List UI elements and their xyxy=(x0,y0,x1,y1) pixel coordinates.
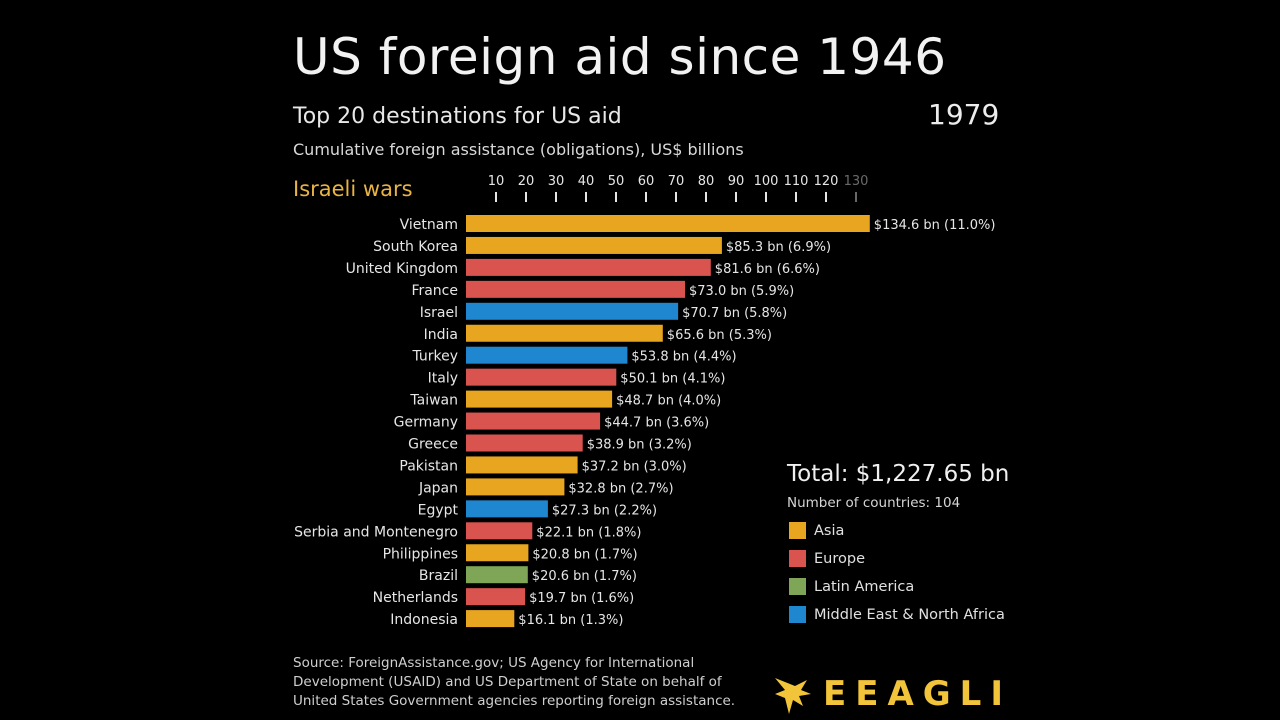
value-label: $65.6 bn (5.3%) xyxy=(667,328,772,343)
tick-label: 20 xyxy=(518,174,535,189)
x-axis-ticks: 10 20 30 40 50 60 70 80 90 100 110 120 130 xyxy=(488,174,869,202)
bar xyxy=(466,324,663,342)
category-label: Turkey xyxy=(411,349,458,365)
bar xyxy=(466,588,526,606)
bar xyxy=(466,280,685,298)
category-label: Italy xyxy=(428,371,458,387)
bar xyxy=(466,456,578,474)
bar xyxy=(466,236,722,254)
value-label: $44.7 bn (3.6%) xyxy=(604,416,709,431)
tick-label: 50 xyxy=(608,174,625,189)
bar xyxy=(466,522,533,540)
bar xyxy=(466,412,601,430)
legend-item-mena: Middle East & North Africa xyxy=(789,606,1005,623)
value-label: $38.9 bn (3.2%) xyxy=(587,438,692,453)
value-label: $73.0 bn (5.9%) xyxy=(689,284,794,299)
legend-label-latin-america: Latin America xyxy=(814,578,915,595)
category-label: Netherlands xyxy=(373,590,458,606)
legend-swatch-latin-america xyxy=(789,578,806,595)
bars: Vietnam $134.6 bn (11.0%) South Korea $85.3… xyxy=(294,215,995,628)
value-label: $27.3 bn (2.2%) xyxy=(552,503,657,518)
bar xyxy=(466,500,548,518)
category-label: Pakistan xyxy=(399,458,458,474)
chart-caption: Cumulative foreign assistance (obligatio… xyxy=(293,140,744,159)
legend-item-europe: Europe xyxy=(789,550,865,567)
value-label: $70.7 bn (5.8%) xyxy=(682,306,787,321)
legend-swatch-mena xyxy=(789,606,806,623)
value-label: $37.2 bn (3.0%) xyxy=(582,459,687,474)
year-indicator: 1979 xyxy=(928,98,1000,131)
category-label: Vietnam xyxy=(400,217,458,233)
bar xyxy=(466,258,711,276)
chart-subtitle: Top 20 destinations for US aid xyxy=(293,104,622,129)
value-label: $20.6 bn (1.7%) xyxy=(532,569,637,584)
bar xyxy=(466,610,515,628)
bar xyxy=(466,302,679,320)
tick-label: 110 xyxy=(784,174,809,189)
tick-label: 130 xyxy=(844,174,869,189)
tick-label: 40 xyxy=(578,174,595,189)
value-label: $19.7 bn (1.6%) xyxy=(529,591,634,606)
tick-label: 10 xyxy=(488,174,505,189)
legend-swatch-europe xyxy=(789,550,806,567)
bar xyxy=(466,544,529,562)
value-label: $16.1 bn (1.3%) xyxy=(518,613,623,628)
source-note: Source: ForeignAssistance.gov; US Agency… xyxy=(293,655,736,709)
event-annotation: Israeli wars xyxy=(293,177,413,201)
bar xyxy=(466,346,628,364)
value-label: $134.6 bn (11.0%) xyxy=(874,218,996,233)
category-label: Indonesia xyxy=(390,612,458,628)
tick-label: 90 xyxy=(728,174,745,189)
tick-label: 120 xyxy=(814,174,839,189)
category-label: Taiwan xyxy=(409,393,458,409)
tick-label: 60 xyxy=(638,174,655,189)
bar xyxy=(466,566,528,584)
value-label: $20.8 bn (1.7%) xyxy=(532,547,637,562)
value-label: $81.6 bn (6.6%) xyxy=(715,262,820,277)
category-label: Egypt xyxy=(418,502,459,518)
bar xyxy=(466,368,617,386)
legend-label-europe: Europe xyxy=(814,550,865,567)
category-label: Philippines xyxy=(383,546,458,562)
bar xyxy=(466,478,565,496)
category-label: United Kingdom xyxy=(346,261,458,277)
category-label: Japan xyxy=(418,480,458,496)
value-label: $50.1 bn (4.1%) xyxy=(620,372,725,387)
country-count: Number of countries: 104 xyxy=(787,495,961,511)
brand-logo: EEAGLI xyxy=(773,672,1012,716)
legend-item-latin-america: Latin America xyxy=(789,578,914,595)
value-label: $48.7 bn (4.0%) xyxy=(616,394,721,409)
value-label: $32.8 bn (2.7%) xyxy=(568,481,673,496)
value-label: $22.1 bn (1.8%) xyxy=(536,525,641,540)
bar xyxy=(466,390,613,408)
tick-label: 30 xyxy=(548,174,565,189)
category-label: India xyxy=(424,327,458,343)
tick-label: 80 xyxy=(698,174,715,189)
category-label: Serbia and Montenegro xyxy=(294,524,458,540)
value-label: $85.3 bn (6.9%) xyxy=(726,240,831,255)
legend-label-asia: Asia xyxy=(814,522,845,539)
category-label: Germany xyxy=(394,415,458,431)
tick-label: 100 xyxy=(754,174,779,189)
legend-swatch-asia xyxy=(789,522,806,539)
eagle-icon xyxy=(775,678,811,714)
category-label: Israel xyxy=(420,305,458,321)
bar xyxy=(466,215,870,232)
category-label: Greece xyxy=(408,437,458,453)
category-label: France xyxy=(411,283,458,299)
legend-item-asia: Asia xyxy=(789,522,844,539)
value-label: $53.8 bn (4.4%) xyxy=(631,350,736,365)
brand-name: EEAGLI xyxy=(823,674,1012,714)
category-label: Brazil xyxy=(419,568,458,584)
chart-title: US foreign aid since 1946 xyxy=(293,28,947,86)
total-value: Total: $1,227.65 bn xyxy=(787,461,1010,487)
tick-label: 70 xyxy=(668,174,685,189)
bar xyxy=(466,434,583,452)
category-label: South Korea xyxy=(373,239,458,255)
legend-label-mena: Middle East & North Africa xyxy=(814,606,1005,623)
